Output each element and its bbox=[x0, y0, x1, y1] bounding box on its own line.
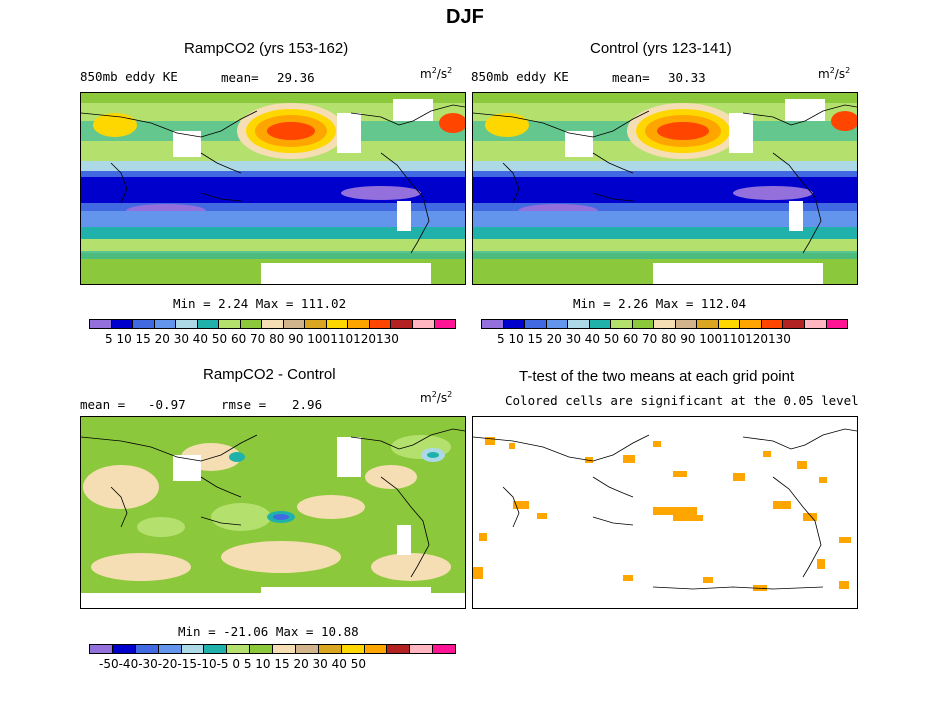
panel1-title: RampCO2 (yrs 153-162) bbox=[184, 40, 349, 57]
colorbar-swatch bbox=[112, 645, 136, 653]
colorbar-swatch bbox=[611, 320, 633, 328]
colorbar-swatch bbox=[525, 320, 547, 328]
colorbar-swatch bbox=[154, 320, 177, 328]
colorbar-swatch bbox=[740, 320, 762, 328]
panel2-mean-label: mean= bbox=[612, 70, 650, 85]
colorbar-swatch bbox=[240, 320, 263, 328]
colorbar-swatch bbox=[783, 320, 805, 328]
panel2-mean-value: 30.33 bbox=[668, 70, 706, 85]
colorbar-swatch bbox=[176, 320, 198, 328]
figure-title: DJF bbox=[446, 6, 484, 28]
panel3-map bbox=[80, 416, 466, 609]
panel3-mean-label: mean = bbox=[80, 397, 126, 412]
panel1-field-label: 850mb eddy KE bbox=[80, 69, 178, 84]
colorbar-swatch bbox=[250, 645, 273, 653]
colorbar-swatch bbox=[364, 645, 388, 653]
colorbar-swatch bbox=[181, 645, 205, 653]
colorbar-swatch bbox=[434, 320, 456, 328]
colorbar-swatch bbox=[133, 320, 155, 328]
colorbar-swatch bbox=[387, 645, 411, 653]
colorbar-swatch bbox=[204, 645, 228, 653]
colorbar-swatch bbox=[283, 320, 306, 328]
panel2-colorbar bbox=[481, 319, 848, 329]
panel1-colorbar-labels: 5 10 15 20 30 40 50 60 70 80 90 10011012… bbox=[105, 332, 399, 346]
panel4-subtitle: Colored cells are significant at the 0.0… bbox=[505, 393, 859, 408]
colorbar-swatch bbox=[326, 320, 349, 328]
colorbar-swatch bbox=[348, 320, 370, 328]
panel3-stats: Min = -21.06 Max = 10.88 bbox=[178, 624, 359, 639]
panel2-units: m2/s2 bbox=[818, 66, 851, 81]
colorbar-swatch bbox=[412, 320, 435, 328]
colorbar-swatch bbox=[675, 320, 698, 328]
colorbar-swatch bbox=[90, 645, 113, 653]
panel2-map bbox=[472, 92, 858, 285]
colorbar-swatch bbox=[111, 320, 134, 328]
panel3-colorbar bbox=[89, 644, 456, 654]
panel2-title: Control (yrs 123-141) bbox=[590, 40, 732, 57]
colorbar-swatch bbox=[197, 320, 220, 328]
colorbar-swatch bbox=[341, 645, 365, 653]
panel1-units: m2/s2 bbox=[420, 66, 453, 81]
colorbar-swatch bbox=[826, 320, 848, 328]
colorbar-swatch bbox=[305, 320, 327, 328]
colorbar-swatch bbox=[654, 320, 676, 328]
colorbar-swatch bbox=[219, 320, 241, 328]
colorbar-swatch bbox=[761, 320, 784, 328]
panel2-stats: Min = 2.26 Max = 112.04 bbox=[573, 296, 747, 311]
panel3-units: m2/s2 bbox=[420, 390, 453, 405]
colorbar-swatch bbox=[589, 320, 612, 328]
colorbar-swatch bbox=[295, 645, 319, 653]
colorbar-swatch bbox=[318, 645, 342, 653]
panel1-stats: Min = 2.24 Max = 111.02 bbox=[173, 296, 347, 311]
colorbar-swatch bbox=[273, 645, 296, 653]
panel1-mean-label: mean= bbox=[221, 70, 259, 85]
colorbar-swatch bbox=[632, 320, 655, 328]
colorbar-swatch bbox=[369, 320, 392, 328]
panel1-mean-value: 29.36 bbox=[277, 70, 315, 85]
colorbar-swatch bbox=[227, 645, 251, 653]
panel1-colorbar bbox=[89, 319, 456, 329]
panel3-rmse-label: rmse = bbox=[221, 397, 267, 412]
panel3-title: RampCO2 - Control bbox=[203, 366, 336, 383]
colorbar-swatch bbox=[410, 645, 434, 653]
colorbar-swatch bbox=[697, 320, 719, 328]
colorbar-swatch bbox=[568, 320, 590, 328]
panel2-colorbar-labels: 5 10 15 20 30 40 50 60 70 80 90 10011012… bbox=[497, 332, 791, 346]
colorbar-swatch bbox=[391, 320, 413, 328]
panel1-map bbox=[80, 92, 466, 285]
panel2-field-label: 850mb eddy KE bbox=[471, 69, 569, 84]
colorbar-swatch bbox=[804, 320, 827, 328]
colorbar-swatch bbox=[503, 320, 526, 328]
colorbar-swatch bbox=[546, 320, 569, 328]
colorbar-swatch bbox=[158, 645, 182, 653]
colorbar-swatch bbox=[433, 645, 455, 653]
panel4-map bbox=[472, 416, 858, 609]
panel3-colorbar-labels: -50-40-30-20-15-10-5 0 5 10 15 20 30 40 … bbox=[99, 657, 366, 671]
panel3-mean-value: -0.97 bbox=[148, 397, 186, 412]
colorbar-swatch bbox=[135, 645, 159, 653]
colorbar-swatch bbox=[262, 320, 284, 328]
colorbar-swatch bbox=[90, 320, 112, 328]
colorbar-swatch bbox=[482, 320, 504, 328]
panel3-rmse-value: 2.96 bbox=[292, 397, 323, 412]
colorbar-swatch bbox=[718, 320, 741, 328]
panel4-title: T-test of the two means at each grid poi… bbox=[519, 368, 795, 385]
